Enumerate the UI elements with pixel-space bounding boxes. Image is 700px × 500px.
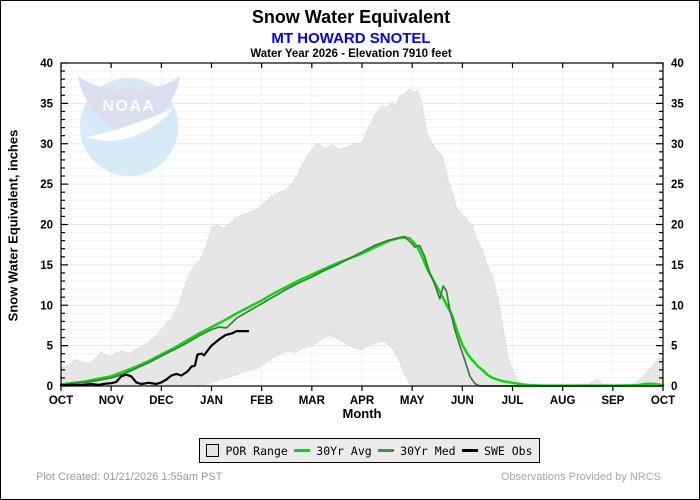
svg-text:40: 40 <box>671 58 684 70</box>
svg-text:DEC: DEC <box>149 395 173 407</box>
svg-text:MAY: MAY <box>400 395 425 407</box>
svg-text:APR: APR <box>350 395 375 407</box>
svg-text:SEP: SEP <box>601 395 624 407</box>
legend-label: 30Yr Avg <box>316 443 372 458</box>
plot-created-timestamp: Plot Created: 01/21/2026 1:55am PST <box>36 471 223 483</box>
svg-text:JUL: JUL <box>502 395 524 407</box>
legend-item-30yr-med: 30Yr Med <box>378 443 456 458</box>
svg-text:0: 0 <box>47 381 53 393</box>
svg-text:10: 10 <box>40 300 53 312</box>
svg-text:OCT: OCT <box>49 395 73 407</box>
legend-item-30yr-avg: 30Yr Avg <box>294 443 372 458</box>
obs-line-swatch-icon <box>462 449 479 452</box>
svg-text:25: 25 <box>40 179 53 191</box>
30yr-med-line <box>60 235 664 387</box>
station-name: MT HOWARD SNOTEL <box>271 30 431 47</box>
svg-text:5: 5 <box>47 341 54 353</box>
svg-text:5: 5 <box>671 341 678 353</box>
svg-text:15: 15 <box>671 260 684 272</box>
plot-subtitle: Water Year 2026 - Elevation 7910 feet <box>250 48 452 60</box>
svg-text:40: 40 <box>40 58 53 70</box>
noaa-logo-watermark: NOAA <box>78 76 180 176</box>
svg-text:NOAA: NOAA <box>102 98 155 115</box>
legend-label: 30Yr Med <box>400 443 456 458</box>
svg-text:OCT: OCT <box>651 395 675 407</box>
svg-text:FEB: FEB <box>250 395 273 407</box>
svg-text:25: 25 <box>671 179 684 191</box>
legend-label: SWE Obs <box>484 443 533 458</box>
swe-obs-line <box>59 330 250 387</box>
svg-text:0: 0 <box>671 381 677 393</box>
svg-text:30: 30 <box>671 139 684 151</box>
legend: POR Range 30Yr Avg 30Yr Med SWE Obs <box>199 438 540 463</box>
legend-item-swe-obs: SWE Obs <box>462 443 533 458</box>
data-provider-credit: Observations Provided by NRCS <box>500 471 661 483</box>
legend-label: POR Range <box>225 443 288 458</box>
svg-text:JUN: JUN <box>451 395 474 407</box>
axis-ticks <box>60 62 664 391</box>
page-title: Snow Water Equivalent <box>251 7 451 27</box>
med-line-swatch-icon <box>378 449 395 452</box>
y-axis-label: Snow Water Equivalent, inches <box>5 129 21 322</box>
svg-text:15: 15 <box>40 260 53 272</box>
x-axis-label: Month <box>342 406 382 421</box>
svg-text:35: 35 <box>40 98 53 110</box>
legend-item-por-range: POR Range <box>206 443 288 458</box>
por-range-swatch-icon <box>206 444 220 457</box>
svg-text:35: 35 <box>671 98 684 110</box>
svg-text:30: 30 <box>40 139 53 151</box>
por-range-band <box>60 88 664 387</box>
svg-text:JAN: JAN <box>200 395 223 407</box>
svg-text:20: 20 <box>40 220 53 232</box>
svg-text:10: 10 <box>671 300 684 312</box>
svg-text:20: 20 <box>671 220 684 232</box>
axis-tick-labels: 0 0 5 5 10 10 15 15 20 20 25 25 30 30 35 35 40 40 OCT NOV DE… <box>40 58 684 407</box>
svg-text:NOV: NOV <box>99 395 124 407</box>
svg-text:AUG: AUG <box>550 395 576 407</box>
svg-text:MAR: MAR <box>299 395 326 407</box>
avg-line-swatch-icon <box>294 449 311 452</box>
